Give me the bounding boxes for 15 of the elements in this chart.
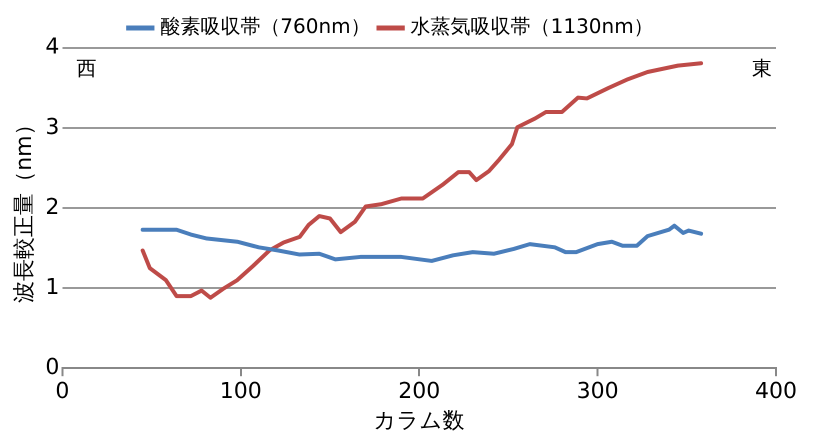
x-tick-label: 300	[576, 379, 619, 404]
y-tick-label: 3	[45, 114, 60, 140]
y-tick-label: 2	[45, 194, 60, 220]
annotation: 西	[76, 56, 96, 80]
x-tick-label: 400	[755, 379, 797, 404]
x-tick-label: 200	[398, 379, 440, 404]
y-axis-title: 波長較正量（nm）	[12, 113, 37, 303]
y-tick-label: 1	[45, 274, 60, 300]
x-tick-label: 100	[220, 379, 262, 404]
legend-label: 水蒸気吸収帯（1130nm）	[410, 14, 654, 38]
y-tick-label: 0	[45, 354, 60, 380]
legend-label: 酸素吸収帯（760nm）	[160, 14, 371, 38]
annotation: 東	[752, 56, 772, 80]
x-axis-title: カラム数	[374, 408, 465, 434]
y-tick-label: 4	[45, 34, 60, 60]
